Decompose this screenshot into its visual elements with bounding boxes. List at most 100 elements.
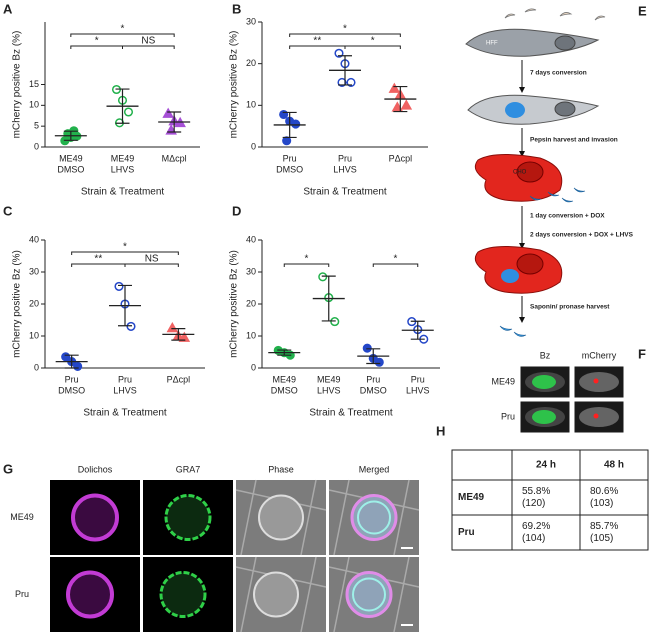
x-tick-label: LHVS [111, 164, 135, 174]
cho-cell [474, 245, 563, 294]
row-header: Pru [458, 527, 475, 538]
error-bar [118, 284, 132, 327]
cyst [505, 102, 525, 118]
table-header: 24 h [536, 460, 556, 471]
significance-bracket [70, 33, 175, 37]
cyst [501, 269, 519, 283]
panel-letter: D [232, 203, 241, 218]
x-axis-label: Strain & Treatment [303, 187, 387, 198]
panel-letter: A [3, 1, 13, 16]
panel-letter: B [232, 1, 241, 16]
dolichos-signal [66, 570, 114, 619]
data-point [400, 99, 413, 110]
y-tick-label: 30 [246, 16, 256, 26]
gra7-signal [159, 571, 207, 618]
column-label: GRA7 [176, 464, 201, 474]
x-tick-label: LHVS [406, 385, 430, 395]
table-cell: (103) [590, 498, 613, 509]
nucleus [516, 161, 544, 183]
cell [467, 94, 600, 125]
data-point [291, 119, 301, 129]
significance-label: ** [94, 254, 102, 265]
significance-bracket [71, 251, 179, 255]
significance-label: * [305, 254, 309, 265]
table-border [451, 449, 649, 551]
significance-label: * [394, 254, 398, 265]
y-tick-label: 20 [246, 58, 256, 68]
y-axis-label: mCherry positive Bz (%) [229, 31, 240, 139]
x-tick-label: MΔcpl [162, 153, 187, 163]
row-label: ME49 [491, 376, 515, 386]
y-tick-label: 40 [246, 234, 256, 244]
error-bar [410, 320, 425, 340]
x-tick-label: DMSO [58, 385, 85, 395]
significance-bracket [344, 45, 401, 49]
data-point [391, 101, 404, 112]
step-label: 1 day conversion + DOX [530, 213, 605, 220]
y-tick-label: 0 [251, 141, 256, 151]
data-point [126, 321, 136, 331]
y-axis-label: mCherry positive Bz (%) [12, 31, 23, 139]
data-point [388, 82, 401, 93]
significance-label: * [371, 36, 375, 47]
x-tick-label: PΔcpl [389, 153, 413, 163]
error-bar [321, 275, 336, 322]
data-point [318, 272, 328, 282]
parasites [499, 325, 527, 337]
bz-signal [532, 375, 556, 389]
data-point [346, 77, 356, 87]
panel-letter: E [638, 3, 647, 18]
significance-bracket [122, 45, 175, 49]
data-point [114, 281, 124, 291]
step-label: Saponin/ pronase harvest [530, 304, 610, 311]
y-tick-label: 0 [34, 362, 39, 372]
data-point [362, 343, 372, 353]
data-point [162, 107, 174, 118]
row-label: Pru [501, 411, 515, 421]
data-point [166, 321, 179, 333]
x-axis-label: Strain & Treatment [83, 408, 167, 419]
x-tick-label: Pru [411, 374, 425, 384]
error-bar [393, 85, 408, 113]
dolichos-signal [71, 493, 119, 542]
x-tick-label: ME49 [111, 153, 135, 163]
y-tick-label: 20 [29, 298, 39, 308]
significance-label: ** [313, 36, 321, 47]
workflow-diagram: HFF 7 days conversion Pepsin harvest and… [465, 8, 634, 337]
x-tick-label: DMSO [57, 164, 84, 174]
table-cell: 85.7% [590, 521, 618, 532]
column-label: Dolichos [78, 464, 113, 474]
table-cell: (105) [590, 533, 613, 544]
column-label: mCherry [582, 350, 617, 360]
cell-label: CHO [513, 170, 527, 176]
significance-bracket [372, 263, 419, 267]
y-tick-label: 10 [29, 330, 39, 340]
panel-letter: F [638, 346, 646, 361]
phase-cyst [253, 571, 299, 618]
nucleus [554, 101, 576, 117]
x-tick-label: ME49 [317, 374, 341, 384]
table-header: 48 h [604, 460, 624, 471]
y-tick-label: 10 [29, 100, 39, 110]
step-label: 7 days conversion [530, 70, 587, 77]
y-tick-label: 10 [246, 330, 256, 340]
table-cell: 55.8% [522, 486, 550, 497]
column-label: Merged [359, 464, 390, 474]
y-tick-label: 10 [246, 100, 256, 110]
x-axis-label: Strain & Treatment [81, 187, 165, 198]
significance-label: * [123, 242, 127, 253]
error-bar [115, 88, 130, 124]
panel-letter: C [3, 203, 13, 218]
step-label: 2 days conversion + DOX + LHVS [530, 232, 634, 239]
mcherry-signal [593, 378, 599, 384]
y-tick-label: 30 [246, 266, 256, 276]
merged-inner [352, 577, 386, 612]
error-bar [171, 328, 186, 341]
step-label: Pepsin harvest and invasion [530, 137, 618, 144]
x-tick-label: DMSO [271, 385, 298, 395]
significance-bracket [124, 263, 179, 267]
error-bar [167, 111, 182, 133]
column-label: Bz [540, 350, 551, 360]
y-tick-label: 15 [29, 79, 39, 89]
